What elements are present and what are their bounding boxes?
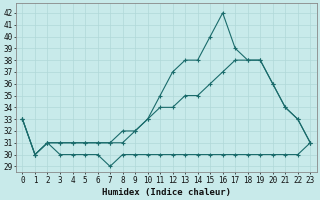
X-axis label: Humidex (Indice chaleur): Humidex (Indice chaleur)	[102, 188, 231, 197]
